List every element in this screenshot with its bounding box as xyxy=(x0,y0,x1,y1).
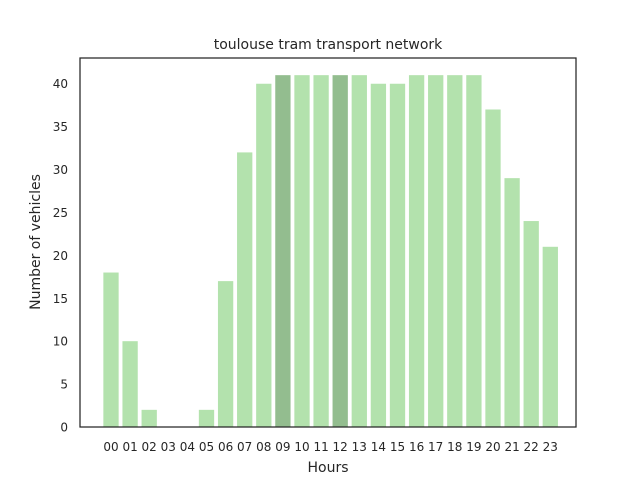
x-tick-label-19: 19 xyxy=(466,440,481,454)
x-axis-ticks: 00 01 02 03 04 05 06 07 08 09 10 11 12 13 14 15 16 17 18 19… xyxy=(103,440,558,454)
x-tick-label-13: 13 xyxy=(352,440,367,454)
bar-00 xyxy=(103,272,119,427)
x-tick-label-02: 02 xyxy=(142,440,157,454)
x-tick-label-20: 20 xyxy=(485,440,500,454)
y-tick-label-35: 35 xyxy=(53,120,68,134)
bar-12 xyxy=(332,75,348,427)
bar-02 xyxy=(141,409,157,427)
x-tick-label-23: 23 xyxy=(543,440,558,454)
bar-22 xyxy=(523,221,539,427)
bar-14 xyxy=(370,83,387,428)
bar-17 xyxy=(428,75,444,427)
x-tick-label-18: 18 xyxy=(447,440,462,454)
y-tick-label-15: 15 xyxy=(53,292,68,306)
bar-10 xyxy=(294,75,310,427)
x-tick-label-17: 17 xyxy=(428,440,443,454)
plot-frame xyxy=(79,57,577,428)
y-tick-label-40: 40 xyxy=(53,77,68,91)
bars-group xyxy=(103,75,558,428)
bar-16 xyxy=(408,75,425,427)
x-tick-label-05: 05 xyxy=(199,440,214,454)
y-tick-label-30: 30 xyxy=(53,163,68,177)
bar-07 xyxy=(237,152,253,427)
x-tick-label-11: 11 xyxy=(313,440,328,454)
bar-19 xyxy=(466,75,482,427)
x-tick-label-10: 10 xyxy=(294,440,309,454)
bar-06 xyxy=(217,281,234,427)
bar-23 xyxy=(542,246,558,427)
y-axis-label: Number of vehicles xyxy=(28,174,44,310)
bar-09 xyxy=(275,75,291,427)
x-tick-label-04: 04 xyxy=(180,440,195,454)
x-tick-label-09: 09 xyxy=(275,440,290,454)
y-tick-label-20: 20 xyxy=(53,249,68,263)
x-tick-label-12: 12 xyxy=(333,440,348,454)
x-tick-label-01: 01 xyxy=(122,440,137,454)
x-tick-label-07: 07 xyxy=(237,440,252,454)
x-tick-label-22: 22 xyxy=(524,440,539,454)
chart-title: toulouse tram transport network xyxy=(214,37,443,53)
y-tick-label-10: 10 xyxy=(53,335,68,349)
x-tick-label-06: 06 xyxy=(218,440,233,454)
y-tick-label-5: 5 xyxy=(60,378,68,392)
bar-05 xyxy=(198,409,215,427)
bar-20 xyxy=(485,109,501,428)
x-tick-label-15: 15 xyxy=(390,440,405,454)
x-tick-label-00: 00 xyxy=(103,440,118,454)
bar-13 xyxy=(351,75,367,427)
x-axis-label: Hours xyxy=(307,460,348,476)
x-tick-label-08: 08 xyxy=(256,440,271,454)
bar-18 xyxy=(447,75,463,427)
bar-08 xyxy=(256,83,272,428)
x-tick-label-03: 03 xyxy=(161,440,176,454)
bar-11 xyxy=(313,75,329,427)
y-tick-label-25: 25 xyxy=(53,206,68,220)
x-tick-label-21: 21 xyxy=(504,440,519,454)
bar-01 xyxy=(122,341,138,427)
bar-21 xyxy=(504,178,520,427)
y-tick-label-0: 0 xyxy=(60,421,68,435)
bar-15 xyxy=(389,83,406,428)
x-tick-label-16: 16 xyxy=(409,440,424,454)
x-tick-label-14: 14 xyxy=(371,440,386,454)
y-axis-ticks: 0 5 10 15 20 25 30 35 40 xyxy=(53,77,68,434)
